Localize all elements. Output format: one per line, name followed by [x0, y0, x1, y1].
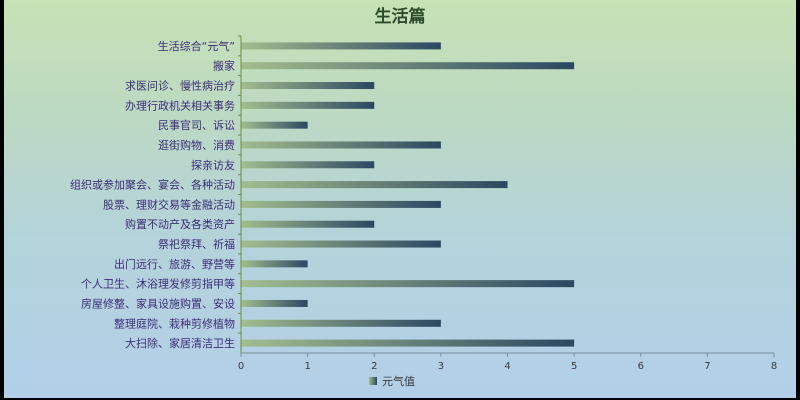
category-label-9: 购置不动产及各类资产 — [125, 217, 235, 231]
category-label-5: 逛街购物、消费 — [158, 138, 235, 152]
x-tick-label-3: 3 — [438, 361, 444, 372]
x-tick-label-0: 0 — [238, 361, 244, 372]
x-tick-label-8: 8 — [771, 361, 777, 372]
bar-9 — [241, 220, 375, 228]
bar-14 — [241, 319, 441, 327]
bar-11 — [241, 260, 308, 268]
x-tick-label-7: 7 — [704, 361, 710, 372]
category-label-12: 个人卫生、沐浴理发修剪指甲等 — [81, 277, 235, 291]
bar-10 — [241, 240, 441, 248]
category-label-13: 房屋修整、家具设施购置、安设 — [81, 296, 235, 310]
category-label-2: 求医问诊、慢性病治疗 — [125, 79, 235, 93]
legend-swatch — [369, 377, 377, 385]
chart-title: 生活篇 — [375, 6, 426, 27]
bar-5 — [241, 141, 441, 149]
category-label-6: 探亲访友 — [191, 158, 235, 172]
chart-background: 生活篇 生活综合“元气” 搬家求医问诊、慢性病治疗 办理行政机关相关事务民事官司、诉… — [4, 0, 796, 398]
bar-3 — [241, 101, 375, 109]
category-label-10: 祭祀祭拜、祈福 — [158, 237, 235, 251]
legend-label: 元气值 — [382, 374, 415, 388]
category-label-4: 民事官司、诉讼 — [158, 118, 235, 132]
bar-2 — [241, 82, 375, 90]
x-tick-label-4: 4 — [504, 361, 510, 372]
bar-8 — [241, 200, 441, 208]
category-label-7: 组织或参加聚会、宴会、各种活动 — [70, 178, 235, 192]
x-tick-label-1: 1 — [304, 361, 310, 372]
bar-13 — [241, 299, 308, 307]
category-label-0: 生活综合“元气” — [158, 39, 235, 53]
x-tick-label-5: 5 — [571, 361, 577, 372]
bar-chart: 生活篇 生活综合“元气” 搬家求医问诊、慢性病治疗办理行政机关相关事务民事官司、诉… — [70, 6, 777, 388]
category-label-3: 办理行政机关相关事务 — [125, 98, 235, 112]
bar-7 — [241, 181, 508, 189]
category-label-15: 大扫除、家居清洁卫生 — [125, 336, 235, 350]
bar-12 — [241, 280, 575, 288]
bar-6 — [241, 161, 375, 169]
bar-15 — [241, 339, 575, 347]
category-label-8: 股票、理财交易等金融活动 — [103, 197, 235, 211]
x-tick-label-2: 2 — [371, 361, 377, 372]
category-label-14: 整理庭院、栽种剪修植物 — [114, 316, 235, 330]
category-label-11: 出门远行、旅游、野营等 — [114, 257, 235, 271]
bar-0 — [241, 42, 441, 50]
category-label-1: 搬家 — [213, 59, 235, 73]
bar-4 — [241, 121, 308, 129]
x-tick-label-6: 6 — [638, 361, 644, 372]
bar-1 — [241, 62, 575, 70]
